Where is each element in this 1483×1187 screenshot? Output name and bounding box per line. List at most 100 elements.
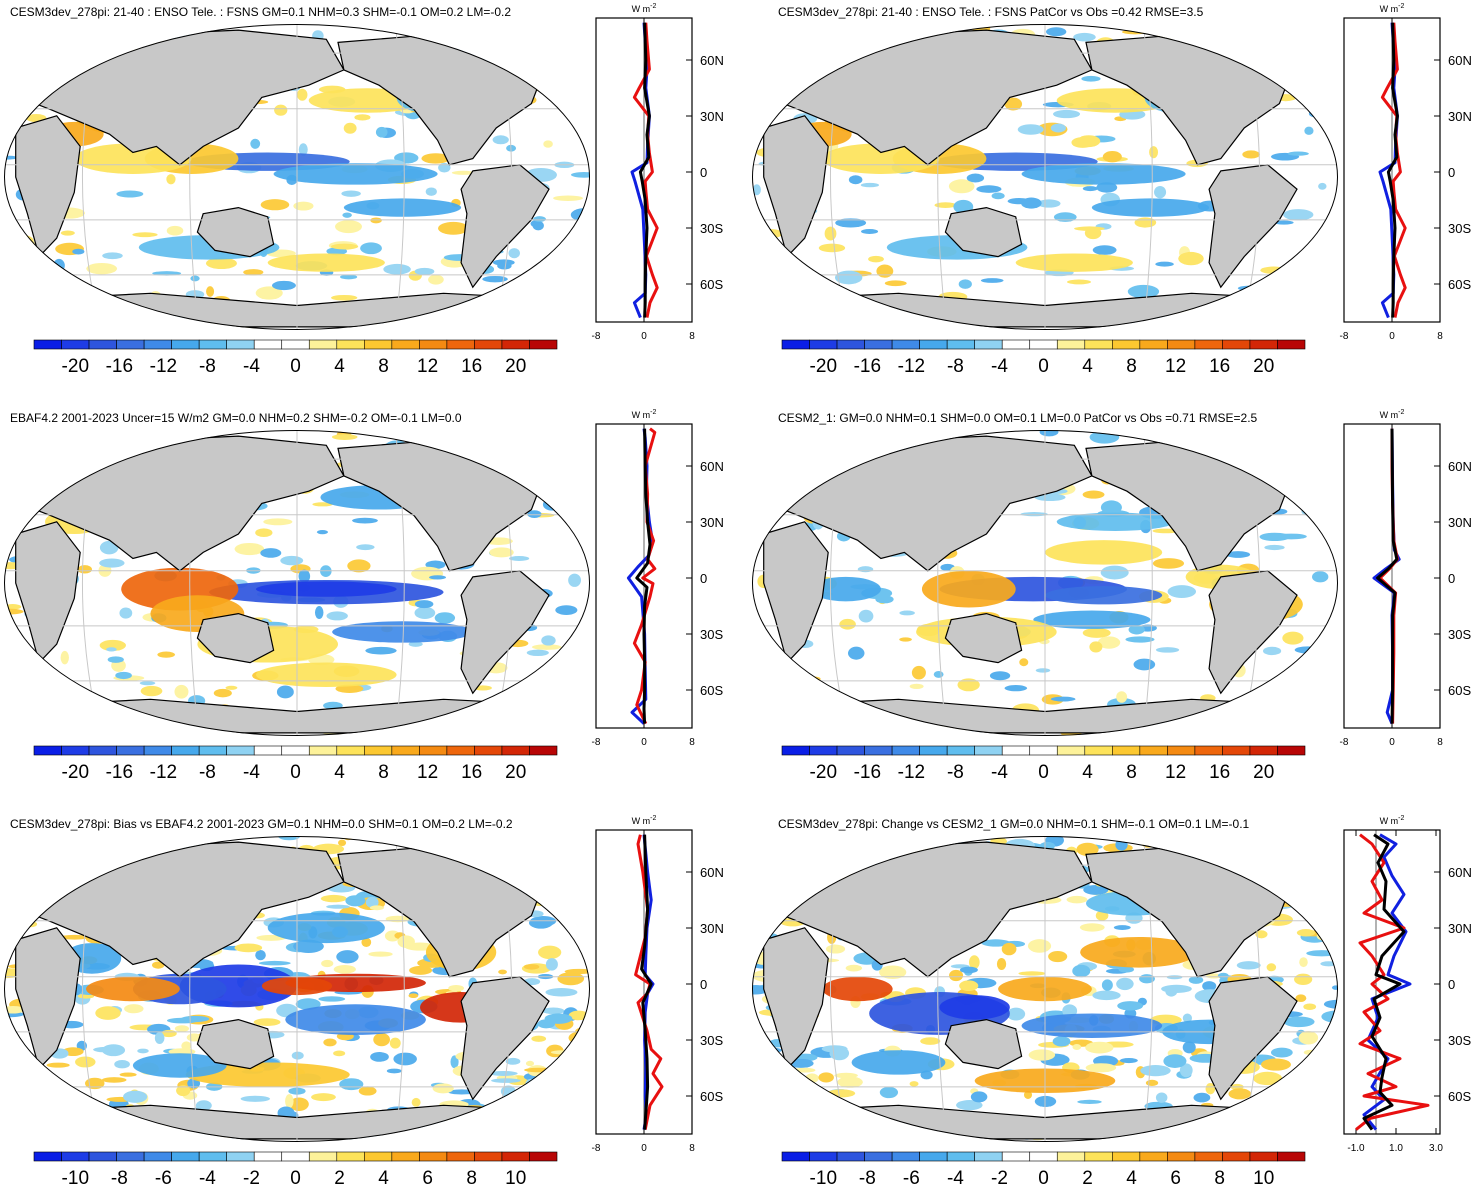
anomaly-patch: [1254, 867, 1272, 880]
colorbar-swatch: [1277, 339, 1306, 350]
anomaly-patch: [340, 274, 358, 280]
anomaly-patch: [60, 1102, 83, 1116]
anomaly-patch: [314, 606, 324, 620]
colorbar-tick-label: -16: [106, 762, 133, 783]
anomaly-patch: [801, 37, 827, 49]
anomaly-patch: [408, 993, 419, 999]
anomaly-patch: [806, 1104, 826, 1119]
anomaly-patch: [1155, 647, 1180, 653]
colorbar-swatch: [1222, 745, 1251, 756]
colorbar-swatch: [974, 339, 1003, 350]
anomaly-patch: [775, 1131, 802, 1142]
profile-line-black: [1362, 833, 1406, 1131]
anomaly-patch: [948, 179, 975, 194]
anomaly-patch: [352, 517, 378, 524]
lat-tick-label: 0: [700, 571, 707, 586]
anomaly-patch: [461, 430, 483, 437]
anomaly-patch: [336, 950, 359, 964]
land-mass: [1208, 164, 1298, 289]
colorbar-tick-label: 2: [1082, 1168, 1093, 1187]
profile-line-black: [1376, 428, 1399, 724]
lat-tick-label: 0: [1448, 165, 1455, 180]
anomaly-patch: [989, 671, 1011, 681]
colorbar-tick-label: 12: [1165, 356, 1186, 377]
anomaly-patch: [509, 556, 530, 562]
anomaly-patch: [206, 286, 215, 297]
anomaly-patch: [395, 25, 416, 34]
anomaly-blob: [86, 976, 180, 1002]
colorbar-tick-label: 16: [1209, 762, 1230, 783]
colorbar-swatch: [336, 1151, 365, 1162]
anomaly-patch: [976, 185, 1002, 193]
colorbar-swatch: [501, 339, 530, 350]
anomaly-patch: [7, 898, 33, 905]
anomaly-patch: [756, 1047, 782, 1054]
colorbar-tick-label: 20: [505, 762, 526, 783]
anomaly-patch: [1312, 724, 1329, 734]
anomaly-patch: [868, 255, 884, 263]
anomaly-patch: [411, 1097, 421, 1107]
anomaly-patch: [785, 1133, 798, 1140]
anomaly-patch: [1077, 1099, 1102, 1104]
anomaly-patch: [911, 665, 926, 680]
anomaly-patch: [981, 939, 1011, 947]
anomaly-patch: [1152, 558, 1185, 569]
anomaly-patch: [833, 841, 851, 855]
anomaly-patch: [1092, 990, 1121, 1001]
anomaly-patch: [1316, 853, 1338, 859]
anomaly-patch: [6, 438, 38, 449]
anomaly-patch: [60, 650, 69, 665]
colorbar-swatch: [198, 339, 227, 350]
colorbar-swatch: [253, 745, 283, 756]
map-area: [752, 836, 1338, 1142]
anomaly-patch: [533, 216, 546, 222]
anomaly-patch: [409, 965, 433, 975]
anomaly-patch: [61, 297, 81, 310]
anomaly-patch: [45, 317, 78, 330]
anomaly-patch: [768, 710, 786, 722]
anomaly-patch: [318, 996, 346, 1002]
x-tick-label: -1.0: [1347, 1143, 1365, 1154]
profile-line-black: [635, 428, 652, 724]
anomaly-patch: [139, 681, 156, 686]
anomaly-patch: [560, 1057, 572, 1066]
anomaly-patch: [1125, 636, 1155, 643]
colorbar-swatch: [419, 745, 448, 756]
units-label: W m-2: [632, 409, 657, 420]
colorbar-swatch: [919, 1151, 948, 1162]
anomaly-patch: [114, 1059, 130, 1069]
colorbar-tick-label: -4: [991, 762, 1008, 783]
anomaly-patch: [106, 647, 117, 652]
colorbar-tick-label: -4: [947, 1168, 964, 1187]
anomaly-patch: [875, 595, 894, 604]
anomaly-patch: [255, 528, 273, 538]
x-tick-label: 8: [689, 1143, 695, 1154]
anomaly-patch: [536, 1126, 547, 1139]
anomaly-patch: [1100, 500, 1122, 515]
anomaly-patch: [1116, 977, 1134, 991]
colorbar-tick-label: 8: [1214, 1168, 1225, 1187]
colorbar-tick-label: 4: [334, 356, 345, 377]
colorbar-swatch: [864, 1151, 893, 1162]
anomaly-patch: [1128, 624, 1145, 635]
anomaly-patch: [1302, 907, 1332, 912]
colorbar-swatch: [281, 1151, 310, 1162]
anomaly-patch: [26, 1102, 48, 1112]
map-area: [4, 836, 590, 1142]
anomaly-patch: [1101, 979, 1113, 991]
colorbar-swatch: [88, 745, 117, 756]
anomaly-patch: [1017, 124, 1044, 135]
anomaly-patch: [408, 641, 423, 647]
anomaly-patch: [559, 836, 569, 844]
units-label: W m-2: [1380, 409, 1405, 420]
anomaly-patch: [1020, 512, 1048, 517]
anomaly-patch: [99, 558, 125, 568]
colorbar-swatch: [308, 745, 338, 756]
anomaly-patch: [568, 1031, 590, 1045]
anomaly-patch: [498, 969, 507, 975]
anomaly-patch: [101, 1077, 127, 1083]
anomaly-patch: [834, 270, 863, 285]
colorbar-swatch: [946, 745, 975, 756]
anomaly-patch: [1274, 220, 1294, 225]
anomaly-patch: [930, 24, 945, 33]
